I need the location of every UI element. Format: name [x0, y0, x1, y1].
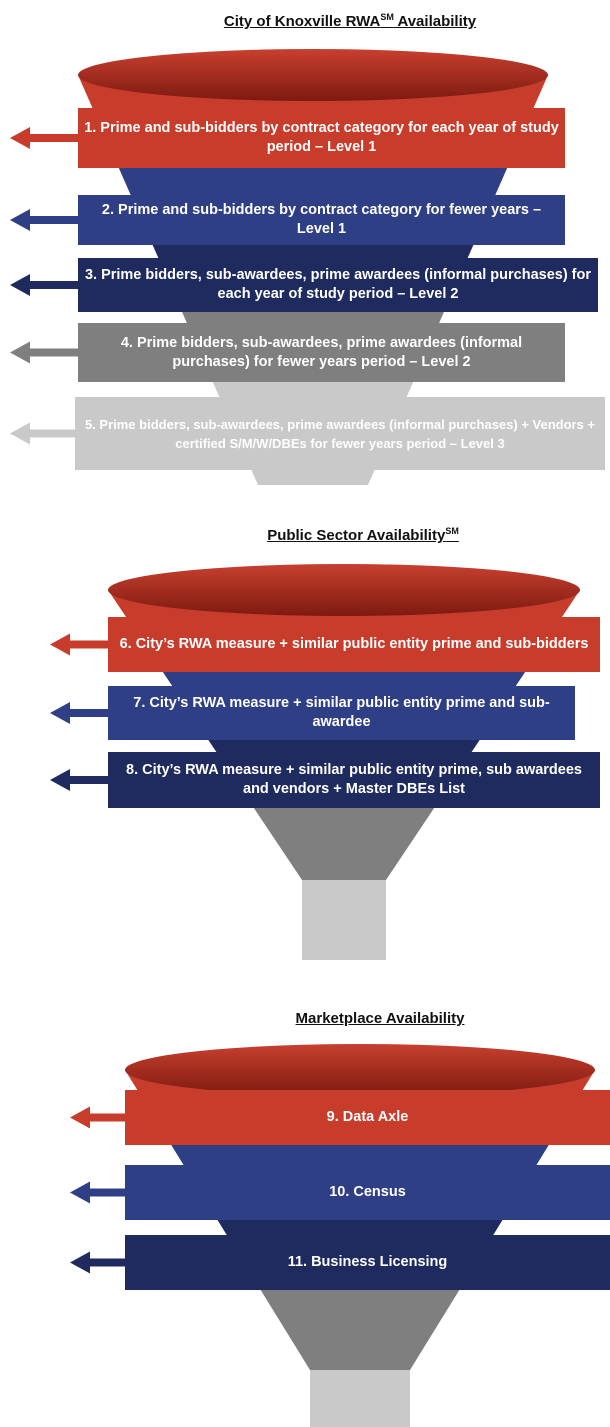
band-label: 11. Business Licensing — [125, 1235, 610, 1290]
title-sup: SM — [445, 526, 459, 536]
arrow-head — [50, 633, 70, 656]
band-label-text: 10. Census — [329, 1184, 406, 1200]
band-label: 1. Prime and sub-bidders by contract cat… — [78, 108, 565, 168]
arrow-head — [10, 127, 30, 149]
section-title: Public Sector AvailabilitySM — [267, 526, 459, 544]
arrow-head — [50, 769, 70, 791]
arrow-shaft — [26, 429, 75, 438]
band — [78, 195, 565, 245]
arrow-head — [10, 341, 30, 364]
band — [78, 108, 565, 168]
band-label: 3. Prime bidders, sub-awardees, prime aw… — [78, 258, 598, 312]
band-label-text: 8. City’s RWA measure + similar public e… — [126, 762, 582, 797]
funnel-segment — [253, 808, 435, 880]
funnel-stem — [302, 880, 386, 960]
band-label-text: 6. City’s RWA measure + similar public e… — [119, 636, 589, 652]
band-label-text: 9. Data Axle — [326, 1109, 409, 1125]
band-label-text: 2. Prime and sub-bidders by contract cat… — [101, 202, 542, 237]
band-label: 2. Prime and sub-bidders by contract cat… — [78, 195, 565, 245]
band — [125, 1090, 610, 1145]
section-title: Marketplace Availability — [296, 1010, 465, 1027]
title-rest: Availability — [393, 13, 477, 30]
title-sup: SM — [380, 12, 394, 22]
funnel-segment — [260, 1290, 460, 1370]
arrow-head — [50, 702, 70, 724]
band — [108, 686, 575, 740]
arrow-shaft — [86, 1188, 125, 1197]
band-label: 9. Data Axle — [125, 1090, 610, 1145]
band — [78, 323, 565, 382]
funnel-segment — [251, 470, 375, 485]
band-label-text: 1. Prime and sub-bidders by contract cat… — [84, 120, 559, 155]
title-main: City of Knoxville RWA — [223, 13, 381, 30]
funnel-stem — [310, 1370, 410, 1427]
band-label-text: 11. Business Licensing — [287, 1254, 448, 1270]
title-main: Marketplace Availability — [295, 1010, 465, 1027]
arrow-shaft — [26, 281, 78, 289]
arrow-head — [10, 274, 30, 296]
arrow-shaft — [86, 1258, 125, 1267]
arrow-head — [70, 1251, 90, 1274]
band-label: 5. Prime bidders, sub-awardees, prime aw… — [75, 397, 605, 470]
section-title: City of Knoxville RWASM Availability — [224, 12, 476, 30]
title-main: Public Sector Availability — [267, 527, 446, 544]
arrow-shaft — [66, 776, 108, 784]
funnel-rim — [108, 564, 580, 616]
band — [75, 397, 605, 470]
funnel-rim — [78, 49, 548, 101]
band-label: 4. Prime bidders, sub-awardees, prime aw… — [78, 323, 565, 382]
band-label: 10. Census — [125, 1165, 610, 1220]
arrow-shaft — [26, 134, 78, 142]
arrow-head — [10, 422, 30, 445]
band-label: 7. City’s RWA measure + similar public e… — [108, 686, 575, 740]
arrow-shaft — [26, 348, 78, 357]
band — [125, 1235, 610, 1290]
band-label: 8. City’s RWA measure + similar public e… — [108, 752, 600, 808]
band — [108, 752, 600, 808]
funnel-rim — [125, 1044, 595, 1096]
arrow-shaft — [66, 640, 108, 649]
arrow-head — [70, 1106, 90, 1129]
arrow-shaft — [86, 1113, 125, 1122]
band-label-text: 4. Prime bidders, sub-awardees, prime aw… — [120, 334, 523, 370]
band — [78, 258, 598, 312]
arrow-shaft — [66, 709, 108, 717]
band-label-text: 7. City’s RWA measure + similar public e… — [133, 695, 550, 730]
band — [108, 617, 600, 672]
band-label-text: 3. Prime bidders, sub-awardees, prime aw… — [84, 267, 592, 302]
arrow-shaft — [26, 216, 78, 224]
arrow-head — [70, 1181, 90, 1204]
band-label: 6. City’s RWA measure + similar public e… — [108, 617, 600, 672]
band-label-text: 5. Prime bidders, sub-awardees, prime aw… — [84, 416, 596, 451]
band — [125, 1165, 610, 1220]
arrow-head — [10, 209, 30, 231]
